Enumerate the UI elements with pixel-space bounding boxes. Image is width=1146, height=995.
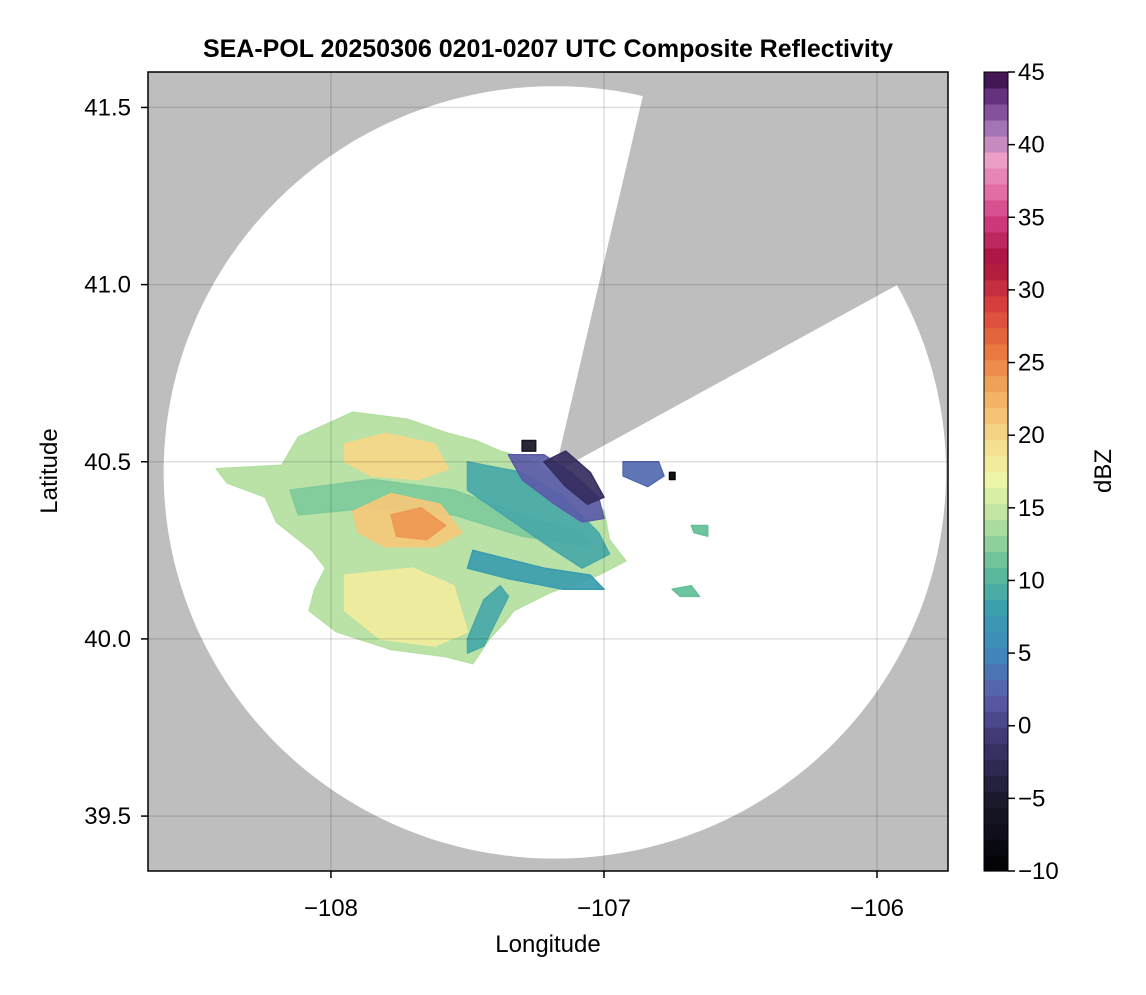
y-tick-label: 41.0: [84, 272, 131, 299]
echo-region-east-fragment: [671, 585, 701, 598]
y-tick-label: 39.5: [84, 803, 131, 830]
colorbar-band: [984, 295, 1008, 313]
colorbar-band: [984, 695, 1008, 712]
colorbar-tick-label: 20: [1018, 422, 1045, 449]
colorbar-band: [984, 775, 1008, 792]
colorbar-band: [984, 103, 1008, 121]
x-axis: −108 −107 −106: [304, 871, 904, 922]
colorbar-band: [984, 647, 1008, 664]
colorbar-band: [984, 807, 1008, 824]
colorbar-band: [984, 263, 1008, 281]
colorbar-tick-label: 0: [1018, 713, 1031, 740]
colorbar-band: [984, 679, 1008, 696]
colorbar-band: [984, 519, 1008, 537]
y-tick-label: 40.0: [84, 626, 131, 653]
echo-region-band-southeast: [466, 549, 605, 591]
colorbar-band: [984, 535, 1008, 552]
colorbar-band: [984, 631, 1008, 648]
colorbar-band: [984, 455, 1008, 473]
colorbar-tick-label: 5: [1018, 640, 1031, 667]
colorbar-band: [984, 503, 1008, 521]
colorbar-band: [984, 743, 1008, 760]
x-tick-label: −106: [850, 895, 904, 922]
colorbar-band: [984, 567, 1008, 584]
colorbar-tick-label: 10: [1018, 567, 1045, 594]
colorbar-band: [984, 823, 1008, 840]
echo-layer: [215, 411, 709, 665]
colorbar-band: [984, 231, 1008, 249]
x-axis-label: Longitude: [495, 931, 600, 958]
echo-region-east-spot: [690, 524, 709, 537]
colorbar-tick-label: 25: [1018, 350, 1045, 377]
echo-region-south-streak: [466, 585, 510, 654]
colorbar-band: [984, 487, 1008, 505]
colorbar-band: [984, 167, 1008, 185]
plot-frame: [147, 71, 949, 872]
colorbar-band: [984, 151, 1008, 169]
echo-region-far-east-dot: [668, 471, 676, 481]
colorbar-band: [984, 439, 1008, 457]
echo-region-east-cell: [622, 461, 665, 488]
plot-area: [148, 72, 948, 871]
colorbar-tick-label: 30: [1018, 277, 1045, 304]
y-tick-label: 40.5: [84, 449, 131, 476]
colorbar-tick-label: 35: [1018, 204, 1045, 231]
echo-region-north-spot: [521, 439, 537, 452]
colorbar-label: dBZ: [1090, 449, 1117, 493]
colorbar-tick-label: −5: [1018, 785, 1045, 812]
y-axis: 39.5 40.0 40.5 41.0 41.5: [84, 94, 148, 830]
colorbar-band: [984, 759, 1008, 776]
colorbar-band: [984, 599, 1008, 616]
colorbar-band: [984, 423, 1008, 441]
colorbar-band: [984, 791, 1008, 808]
colorbar-band: [984, 183, 1008, 201]
echo-region-core-inner: [390, 507, 447, 541]
colorbar-band: [984, 471, 1008, 489]
echo-region-weak-core: [543, 450, 605, 506]
colorbar-band: [984, 119, 1008, 137]
colorbar-band: [984, 199, 1008, 217]
colorbar-band: [984, 247, 1008, 265]
colorbar-band: [984, 391, 1008, 409]
grid-lines: [148, 72, 948, 871]
colorbar-tick-label: 40: [1018, 132, 1045, 159]
y-axis-label: Latitude: [36, 428, 63, 513]
colorbar-band: [984, 135, 1008, 153]
colorbar-band: [984, 359, 1008, 377]
colorbar-tick-label: −10: [1018, 858, 1059, 885]
colorbar: −10 −5 0 5 10 15 20 25 30 35 40 45: [983, 59, 1059, 885]
colorbar-band: [984, 583, 1008, 600]
colorbar-band: [984, 279, 1008, 297]
colorbar-tick-label: 15: [1018, 495, 1045, 522]
colorbar-band: [984, 711, 1008, 728]
colorbar-band: [984, 327, 1008, 345]
colorbar-band: [984, 215, 1008, 233]
colorbar-band: [984, 407, 1008, 425]
y-tick-label: 41.5: [84, 94, 131, 121]
colorbar-band: [984, 311, 1008, 329]
colorbar-band: [984, 839, 1008, 856]
colorbar-tick-label: 45: [1018, 59, 1045, 86]
colorbar-band: [984, 615, 1008, 632]
echo-region-south-area: [343, 567, 469, 647]
echo-region-core-north: [343, 432, 450, 481]
colorbar-frame: [983, 71, 1009, 872]
colorbar-band: [984, 375, 1008, 393]
colorbar-band: [984, 551, 1008, 568]
x-tick-label: −107: [577, 895, 631, 922]
colorbar-band: [984, 727, 1008, 744]
colorbar-band: [984, 663, 1008, 680]
colorbar-band: [984, 343, 1008, 361]
x-tick-label: −108: [304, 895, 358, 922]
colorbar-band: [984, 87, 1008, 105]
colorbar-band: [984, 855, 1008, 872]
colorbar-band: [984, 72, 1008, 89]
chart-title: SEA-POL 20250306 0201-0207 UTC Composite…: [203, 35, 893, 63]
